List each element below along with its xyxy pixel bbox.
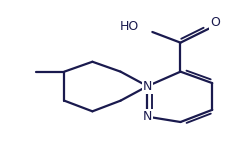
Text: O: O [210,16,220,29]
Text: HO: HO [120,20,139,33]
Text: N: N [143,110,152,123]
Text: N: N [143,80,152,93]
